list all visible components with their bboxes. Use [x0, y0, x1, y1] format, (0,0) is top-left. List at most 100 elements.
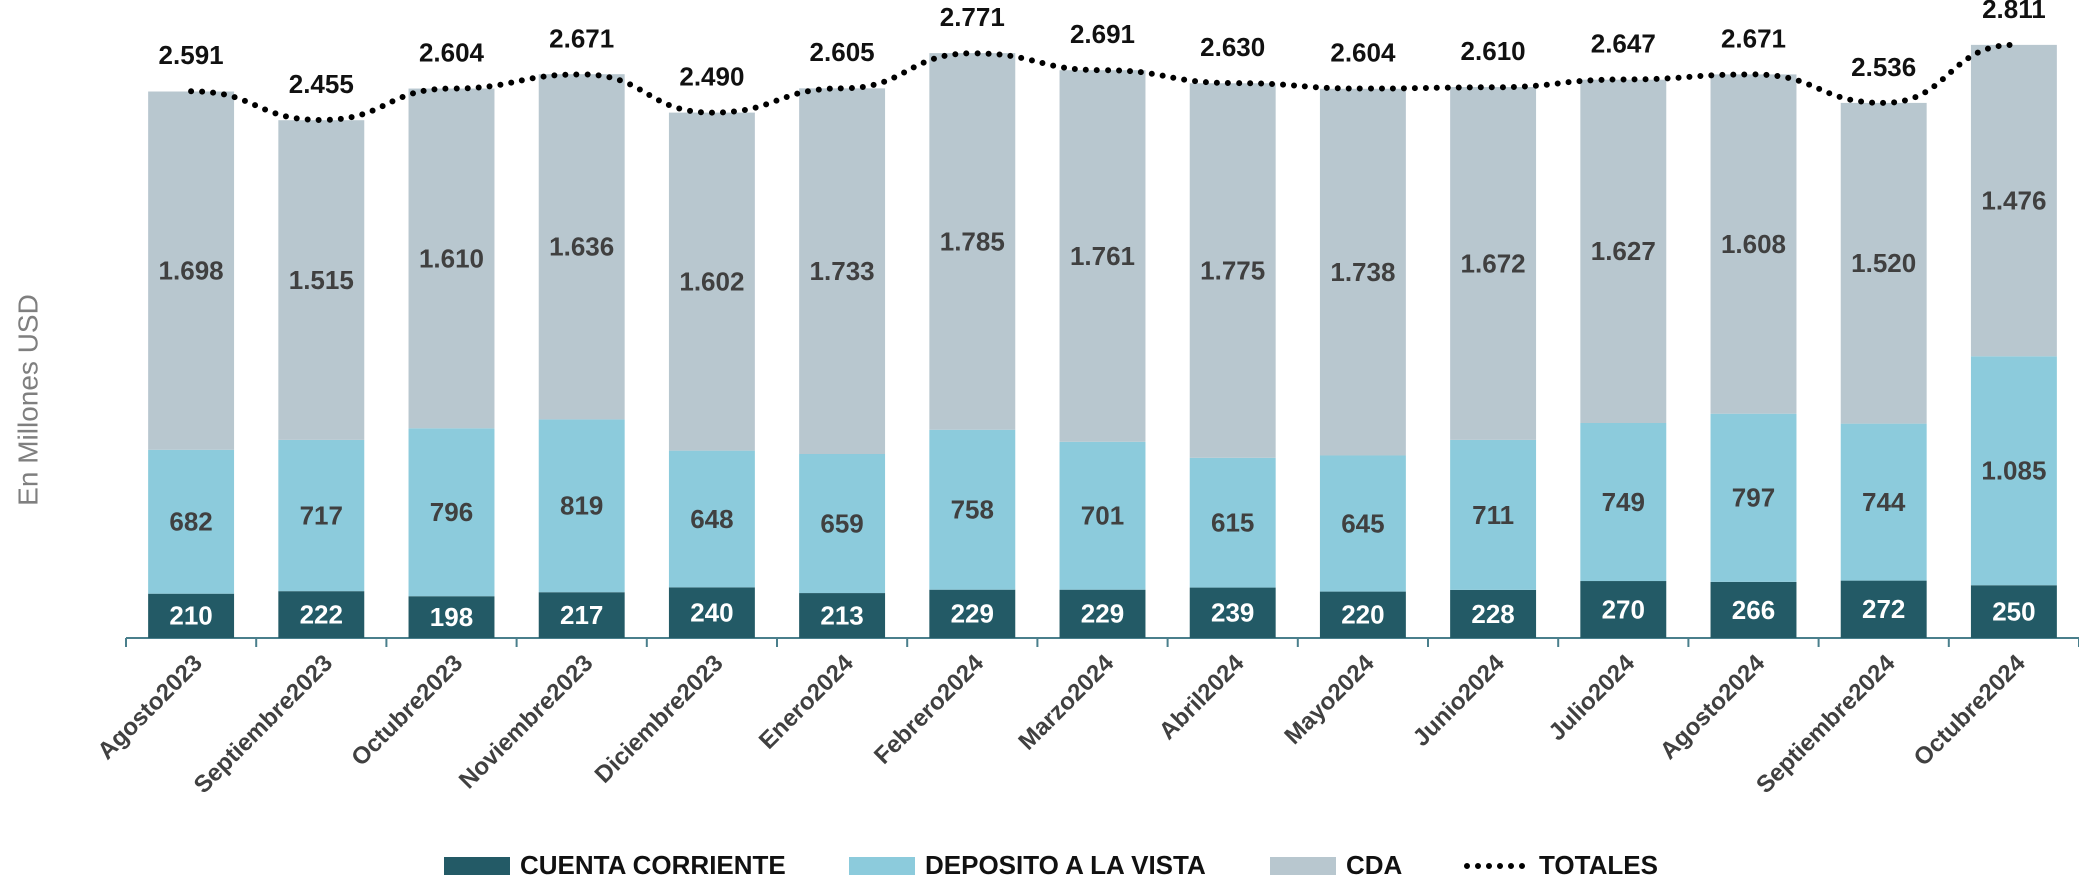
data-label: 270 — [1602, 594, 1645, 624]
x-tick-label: Septiembre2024 — [1751, 649, 1901, 799]
data-label: 744 — [1862, 487, 1906, 517]
bar-segment — [1580, 581, 1667, 638]
bar-segment — [1189, 457, 1276, 588]
total-label: 2.591 — [159, 40, 224, 70]
data-label: 1.785 — [940, 226, 1005, 256]
bar-segment — [929, 429, 1016, 590]
legend-swatch — [849, 857, 915, 875]
bar-segment — [799, 454, 886, 594]
data-label: 1.610 — [419, 243, 484, 273]
data-label: 717 — [300, 500, 343, 530]
data-label: 1.738 — [1330, 257, 1395, 287]
data-label: 1.085 — [1981, 456, 2046, 486]
bar-segment — [278, 439, 365, 592]
bar-segment — [1450, 439, 1537, 590]
x-tick-label: Marzo2024 — [1013, 649, 1119, 755]
data-label: 1.636 — [549, 232, 614, 262]
data-label: 659 — [820, 508, 863, 538]
total-label: 2.771 — [940, 2, 1005, 32]
bar-segment — [538, 74, 625, 420]
bar-segment — [408, 596, 495, 638]
data-label: 1.698 — [159, 256, 224, 286]
bar-segment — [1970, 44, 2057, 357]
bar-segment — [1059, 441, 1146, 590]
bar-segment — [1319, 88, 1406, 456]
x-tick-label: Mayo2024 — [1279, 649, 1380, 750]
bar-segment — [148, 91, 235, 450]
bar-segment — [1840, 580, 1927, 638]
x-tick-label: Septiembre2023 — [189, 650, 338, 799]
y-axis-label: En Millones USD — [12, 294, 43, 506]
total-label: 2.811 — [1982, 0, 2046, 24]
legend-label: TOTALES — [1539, 850, 1658, 880]
legend-label: CDA — [1346, 850, 1403, 880]
data-label: 213 — [820, 600, 863, 630]
data-label: 1.515 — [289, 265, 354, 295]
bar-segment — [408, 88, 495, 429]
data-label: 1.761 — [1070, 241, 1135, 271]
bar-segment — [1580, 79, 1667, 423]
data-label: 220 — [1341, 600, 1384, 630]
data-label: 1.733 — [810, 256, 875, 286]
legend-swatch — [444, 857, 510, 875]
data-label: 1.672 — [1461, 248, 1526, 278]
data-label: 210 — [169, 601, 212, 631]
data-label: 239 — [1211, 598, 1254, 628]
bar-segment — [408, 428, 495, 597]
bar-segment — [1580, 422, 1667, 582]
total-label: 2.490 — [679, 61, 744, 91]
x-tick-label: Enero2024 — [754, 649, 859, 754]
bar-segment — [538, 592, 625, 638]
bar-segment — [1319, 591, 1406, 638]
x-tick-label: Octubre2023 — [346, 650, 468, 772]
bar-segment — [929, 589, 1016, 638]
bar-segment — [929, 53, 1016, 430]
data-label: 682 — [169, 507, 212, 537]
x-tick-label: Noviembre2023 — [454, 650, 599, 795]
total-label: 2.605 — [810, 37, 875, 67]
bar-segment — [1710, 74, 1797, 414]
bar-segment — [1840, 423, 1927, 581]
data-label: 1.602 — [679, 266, 744, 296]
bar-segment — [1189, 83, 1276, 458]
total-label: 2.455 — [289, 69, 354, 99]
data-label: 749 — [1602, 487, 1645, 517]
x-tick-label: Abril2024 — [1154, 649, 1250, 745]
data-label: 758 — [951, 495, 994, 525]
bar-segment — [1840, 102, 1927, 424]
data-label: 1.520 — [1851, 248, 1916, 278]
x-tick-label: Octubre2024 — [1909, 649, 2031, 771]
bar-segment — [538, 419, 625, 593]
x-tick-label: Agosto2024 — [1655, 649, 1771, 765]
data-label: 229 — [1081, 599, 1124, 629]
data-label: 648 — [690, 504, 733, 534]
data-label: 250 — [1992, 597, 2035, 627]
data-label: 198 — [430, 602, 473, 632]
total-label: 2.536 — [1851, 52, 1916, 82]
total-label: 2.630 — [1200, 32, 1265, 62]
data-label: 701 — [1081, 501, 1124, 531]
legend-label: DEPOSITO A LA VISTA — [925, 850, 1206, 880]
bar-segment — [1710, 581, 1797, 638]
data-label: 1.775 — [1200, 255, 1265, 285]
bar-segment — [668, 450, 755, 588]
data-label: 229 — [951, 599, 994, 629]
data-label: 1.608 — [1721, 229, 1786, 259]
total-label: 2.691 — [1070, 19, 1135, 49]
bar-segment — [799, 593, 886, 638]
data-label: 228 — [1471, 599, 1514, 629]
data-label: 711 — [1472, 500, 1514, 530]
data-label: 222 — [300, 599, 343, 629]
data-label: 272 — [1862, 594, 1905, 624]
bar-segment — [799, 88, 886, 455]
data-label: 819 — [560, 491, 603, 521]
bar-segment — [1710, 413, 1797, 582]
data-label: 240 — [690, 598, 733, 628]
bar-segment — [1970, 585, 2057, 638]
data-label: 615 — [1211, 508, 1254, 538]
bar-segment — [1059, 589, 1146, 638]
total-label: 2.604 — [1330, 37, 1396, 67]
legend-label: CUENTA CORRIENTE — [520, 850, 786, 880]
total-label: 2.647 — [1591, 28, 1656, 58]
